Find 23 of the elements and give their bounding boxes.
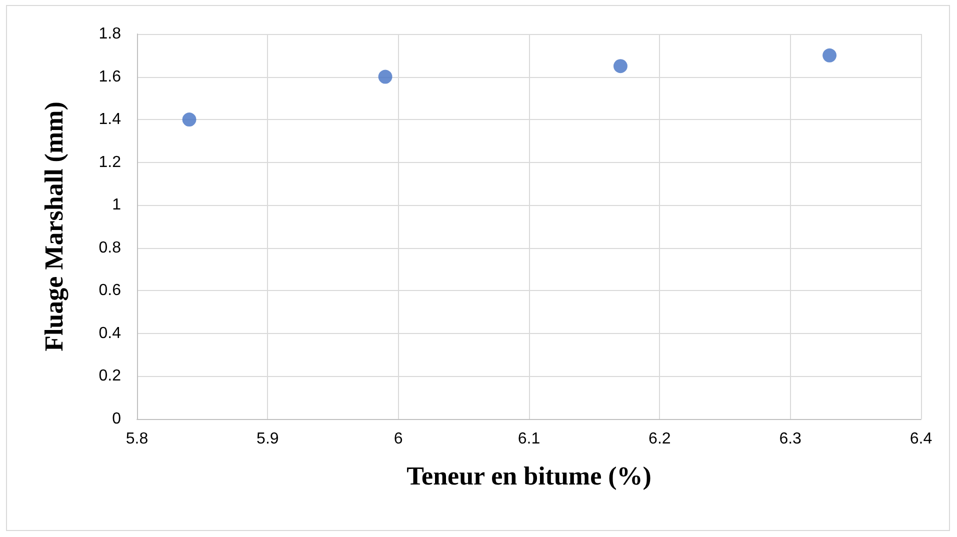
point bbox=[822, 48, 837, 62]
point bbox=[613, 59, 628, 74]
x-tick-label: 6 bbox=[394, 430, 403, 448]
y-tick-label: 0.6 bbox=[98, 282, 122, 300]
y-tick-label: 0.2 bbox=[98, 368, 122, 385]
x-tick-label: 5.8 bbox=[126, 430, 148, 448]
y-tick-label: 0.4 bbox=[98, 324, 122, 342]
x-axis-title: Teneur en bitume (%) bbox=[406, 462, 652, 490]
x-tick-label: 5.9 bbox=[256, 430, 279, 448]
y-tick-label: 1.6 bbox=[98, 68, 122, 86]
y-tick-label: 1 bbox=[112, 196, 122, 214]
x-tick-label: 6.1 bbox=[518, 430, 540, 448]
point bbox=[378, 70, 392, 84]
y-tick-label: 1.2 bbox=[98, 154, 122, 171]
x-tick-label: 6.3 bbox=[779, 430, 802, 448]
y-tick-label: 0.8 bbox=[98, 239, 122, 256]
point bbox=[182, 112, 196, 127]
y-axis-title: Fluage Marshall (mm) bbox=[40, 102, 68, 352]
x-tick-label: 6.2 bbox=[648, 430, 671, 448]
y-tick-label: 0 bbox=[112, 410, 122, 428]
x-tick-label: 6.4 bbox=[910, 430, 932, 448]
y-tick-label: 1.4 bbox=[98, 111, 122, 128]
y-tick-label: 1.8 bbox=[98, 26, 122, 42]
